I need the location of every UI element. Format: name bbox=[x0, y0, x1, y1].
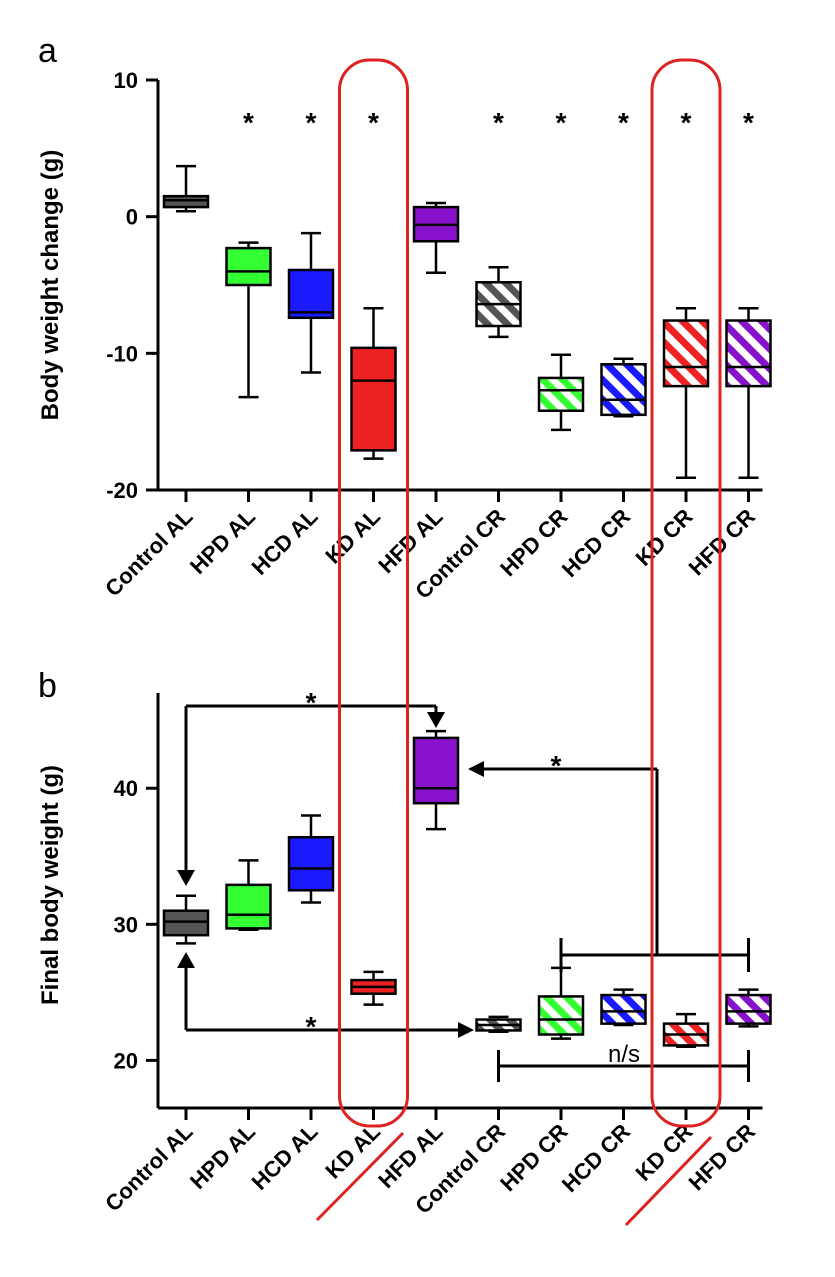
x-tick-label-hcd-al: HCD AL bbox=[247, 504, 323, 580]
box-hcd-cr bbox=[600, 988, 647, 1027]
significance-star: * bbox=[618, 107, 629, 138]
box-hfd-al bbox=[412, 729, 460, 831]
panel-label: a bbox=[38, 32, 57, 70]
panel-b-final-body-weight: b Final body weight (g) 40 30 20 Control ALHP… bbox=[37, 667, 772, 1219]
box-iqr bbox=[225, 883, 272, 930]
arrow-to-control-al bbox=[177, 870, 195, 886]
y-tick-label: 0 bbox=[126, 205, 138, 230]
box-kd-cr bbox=[662, 1012, 710, 1049]
y-axis-label: Body weight change (g) bbox=[37, 150, 64, 421]
box-iqr bbox=[537, 376, 585, 412]
box-hfd-cr bbox=[725, 988, 772, 1028]
box-iqr bbox=[225, 246, 272, 287]
y-tick-label: 40 bbox=[114, 776, 138, 801]
comparison-brackets: * * * n/s bbox=[177, 687, 750, 1082]
y-tick-label: 20 bbox=[114, 1048, 138, 1073]
box-iqr bbox=[287, 835, 335, 892]
box-kd-cr bbox=[662, 306, 710, 479]
highlight-kd-al bbox=[338, 58, 409, 1128]
highlight-underline-kd-al bbox=[315, 1131, 405, 1222]
not-significant-label: n/s bbox=[608, 1041, 640, 1068]
significance-star: * bbox=[243, 107, 254, 138]
box-hfd-cr bbox=[725, 306, 772, 479]
panel-label: b bbox=[38, 667, 57, 705]
significance-star: * bbox=[681, 107, 692, 138]
significance-star: * bbox=[556, 107, 567, 138]
box-control-cr bbox=[475, 1015, 522, 1034]
significance-star: * bbox=[551, 750, 562, 781]
box-iqr bbox=[350, 346, 397, 452]
box-iqr bbox=[162, 194, 210, 209]
box-iqr bbox=[162, 909, 210, 937]
box-hfd-al bbox=[412, 201, 460, 274]
box-kd-al bbox=[350, 970, 397, 1006]
significance-star: * bbox=[306, 1011, 317, 1042]
box-control-al bbox=[162, 164, 210, 213]
y-tick-label: 30 bbox=[114, 912, 138, 937]
box-control-al bbox=[162, 894, 210, 945]
box-iqr bbox=[725, 993, 772, 1025]
x-tick-label-control-al: Control AL bbox=[100, 504, 197, 601]
significance-star: * bbox=[493, 107, 504, 138]
box-kd-al bbox=[350, 306, 397, 460]
box-iqr bbox=[600, 363, 647, 417]
box-iqr bbox=[412, 736, 460, 805]
y-tick-label: 10 bbox=[114, 68, 138, 93]
box-iqr bbox=[287, 268, 335, 320]
significance-star: * bbox=[306, 107, 317, 138]
box-hpd-cr bbox=[537, 966, 585, 1040]
arrow-to-hfd-al bbox=[427, 712, 445, 728]
significance-star: * bbox=[306, 687, 317, 718]
arrow-to-hfd-al-right bbox=[468, 761, 484, 777]
box-hpd-cr bbox=[537, 353, 585, 432]
box-iqr bbox=[537, 995, 585, 1036]
box-iqr bbox=[725, 319, 772, 388]
x-tick-label-hfd-cr: HFD CR bbox=[684, 1119, 761, 1196]
box-iqr bbox=[662, 319, 710, 388]
x-tick-label-control-al: Control AL bbox=[100, 1119, 197, 1216]
highlight-kd-cr bbox=[650, 58, 722, 1128]
x-tick-label-hpd-al: HPD AL bbox=[185, 1119, 260, 1194]
x-tick-label-hcd-al: HCD AL bbox=[247, 1119, 323, 1195]
y-tick-label: -10 bbox=[106, 341, 138, 366]
box-hpd-al bbox=[225, 859, 272, 932]
box-iqr bbox=[600, 993, 647, 1025]
significance-star: * bbox=[368, 107, 379, 138]
box-hcd-al bbox=[287, 231, 335, 374]
highlight-underline-kd-cr bbox=[624, 1135, 713, 1227]
x-tick-label-hpd-al: HPD AL bbox=[185, 504, 260, 579]
x-tick-label-hcd-cr: HCD CR bbox=[557, 504, 635, 582]
x-tick-label-hfd-cr: HFD CR bbox=[684, 504, 761, 581]
panel-a-body-weight-change: a Body weight change (g) 10 0 -10 -20Control … bbox=[37, 32, 772, 604]
arrow-to-control-cr bbox=[458, 1022, 474, 1038]
box-control-cr bbox=[475, 265, 522, 339]
y-tick-label: -20 bbox=[106, 478, 138, 503]
box-hpd-al bbox=[225, 241, 272, 399]
highlight-overlay bbox=[315, 58, 722, 1227]
significance-star: * bbox=[743, 107, 754, 138]
y-axis-label: Final body weight (g) bbox=[37, 765, 64, 1005]
arrow-to-control-al-low bbox=[177, 952, 195, 968]
box-hcd-al bbox=[287, 814, 335, 904]
x-tick-label-hcd-cr: HCD CR bbox=[557, 1119, 635, 1197]
box-hcd-cr bbox=[600, 357, 647, 418]
